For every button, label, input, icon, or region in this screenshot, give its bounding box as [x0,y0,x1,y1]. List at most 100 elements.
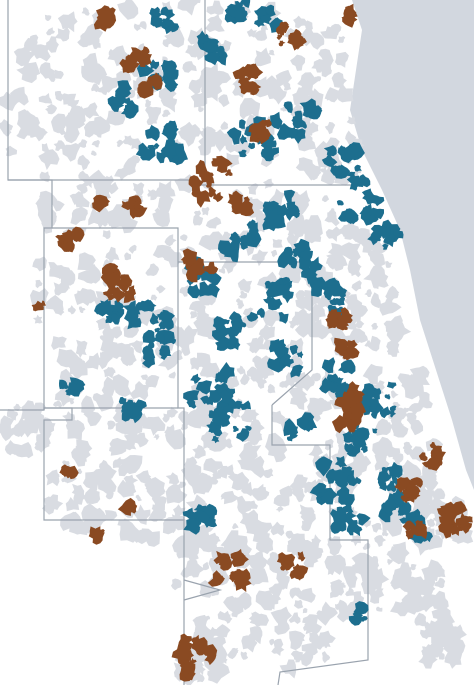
brown-cluster-4 [137,72,163,99]
land-cluster-26-patch [166,406,179,418]
land-cluster-5-patch [83,120,97,138]
teal-cluster-13-patch [218,240,235,255]
land-cluster-27-patch [247,409,260,421]
teal-cluster-9-patch [334,165,343,175]
land-cluster-23-patch [390,422,404,437]
land-cluster-11-patch [193,213,204,226]
land-cluster-3-patch [335,51,349,68]
teal-cluster-1-patch [202,41,217,53]
brown-cluster-28-patch [193,645,206,656]
land-cluster-30-patch [61,476,68,483]
brown-cluster-14-patch [40,300,46,307]
land-cluster-41-patch [290,650,303,661]
teal-cluster-24-patch [327,374,335,382]
land-cluster-31-patch [119,519,141,543]
land-cluster-39-patch [434,577,446,589]
county-line-south-bottom [183,579,223,601]
land-cluster-0-patch [24,62,41,76]
land-cluster-14-patch [85,266,102,284]
land-cluster-11-patch [247,183,259,195]
land-cluster-41-patch [269,638,276,646]
brown-cluster-5-patch [232,66,248,82]
land-cluster-10-patch [152,204,170,227]
teal-cluster-11-patch [284,189,296,203]
teal-cluster-23-patch [267,356,284,373]
land-cluster-25-patch [112,456,124,469]
land-cluster-35-patch [426,518,436,527]
land-cluster-22-patch [309,372,321,382]
teal-cluster-29 [342,418,378,457]
land-cluster-10-patch [124,252,132,261]
brown-cluster-26 [207,548,252,593]
teal-cluster-7-patch [226,127,242,145]
land-cluster-37-patch [245,567,267,586]
land-cluster-0-patch [57,11,78,33]
teal-cluster-37-patch [344,510,357,521]
brown-cluster-15-patch [338,307,353,324]
brown-cluster-28-patch [191,634,201,646]
land-cluster-28-patch [308,445,323,458]
teal-cluster-3 [254,4,284,34]
brown-cluster-10-patch [93,197,105,209]
brown-cluster-5-patch [239,77,250,86]
land-cluster-30-patch [104,510,118,521]
land-cluster-3-patch [329,23,342,37]
land-cluster-7-patch [225,143,236,153]
land-cluster-34-patch [382,530,389,537]
teal-cluster-36-patch [296,412,315,431]
brown-cluster-25-patch [89,526,102,541]
teal-cluster-21 [142,330,177,369]
teal-cluster-21-patch [142,345,156,362]
teal-cluster-6 [135,120,188,166]
brown-cluster-20-patch [402,488,412,498]
land-cluster-24-patch [7,409,19,421]
teal-cluster-18-patch [122,300,141,316]
land-cluster-5-patch [92,127,106,138]
county-line-southeast [271,405,369,685]
teal-cluster-10-patch [358,174,371,188]
land-cluster-38-patch [335,599,348,614]
brown-cluster-7-patch [224,169,233,177]
teal-cluster-19-patch [112,299,124,310]
land-cluster-2-patch [254,47,271,67]
teal-cluster-24-patch [329,380,341,394]
teal-cluster-11-patch [269,213,286,229]
land-cluster-12-patch [270,249,278,258]
land-cluster-18-patch [386,285,400,301]
teal-cluster-30-patch [354,476,362,485]
land-cluster-13-patch [367,249,375,259]
teal-cluster-15-patch [324,292,332,301]
brown-cluster-1 [276,21,307,51]
teal-cluster-14-patch [298,247,313,261]
brown-cluster-1-patch [276,34,283,40]
teal-cluster-15-patch [308,276,329,296]
land-cluster-10-patch [180,234,188,241]
land-cluster-9-patch [91,211,109,230]
teal-cluster-30-patch [315,456,333,477]
land-cluster-34-patch [386,546,401,560]
brown-cluster-3 [119,46,152,74]
brown-cluster-26-patch [217,556,229,566]
land-cluster-5-patch [145,99,152,107]
land-cluster-34-patch [387,558,393,566]
teal-cluster-30-patch [334,455,348,468]
teal-regions [59,0,433,626]
teal-cluster-9-patch [321,152,338,167]
land-cluster-6-patch [220,121,229,130]
land-cluster-8-patch [345,130,357,145]
land-cluster-0-patch [52,69,64,79]
land-cluster-27-patch [238,441,262,463]
teal-cluster-5-patch [121,103,139,116]
teal-cluster-26-patch [219,412,231,427]
land-cluster-4-patch [53,140,66,152]
teal-cluster-36-patch [304,420,314,431]
land-cluster-10-patch [147,189,155,198]
land-cluster-20-patch [120,350,136,367]
land-cluster-17-patch [306,312,320,325]
brown-cluster-26-patch [207,570,225,587]
land-cluster-25-patch [62,411,75,425]
land-cluster-27-patch [250,432,262,446]
land-cluster-37-patch [255,590,275,611]
land-cluster-4-patch [10,86,29,106]
land-cluster-37-patch [279,583,286,590]
